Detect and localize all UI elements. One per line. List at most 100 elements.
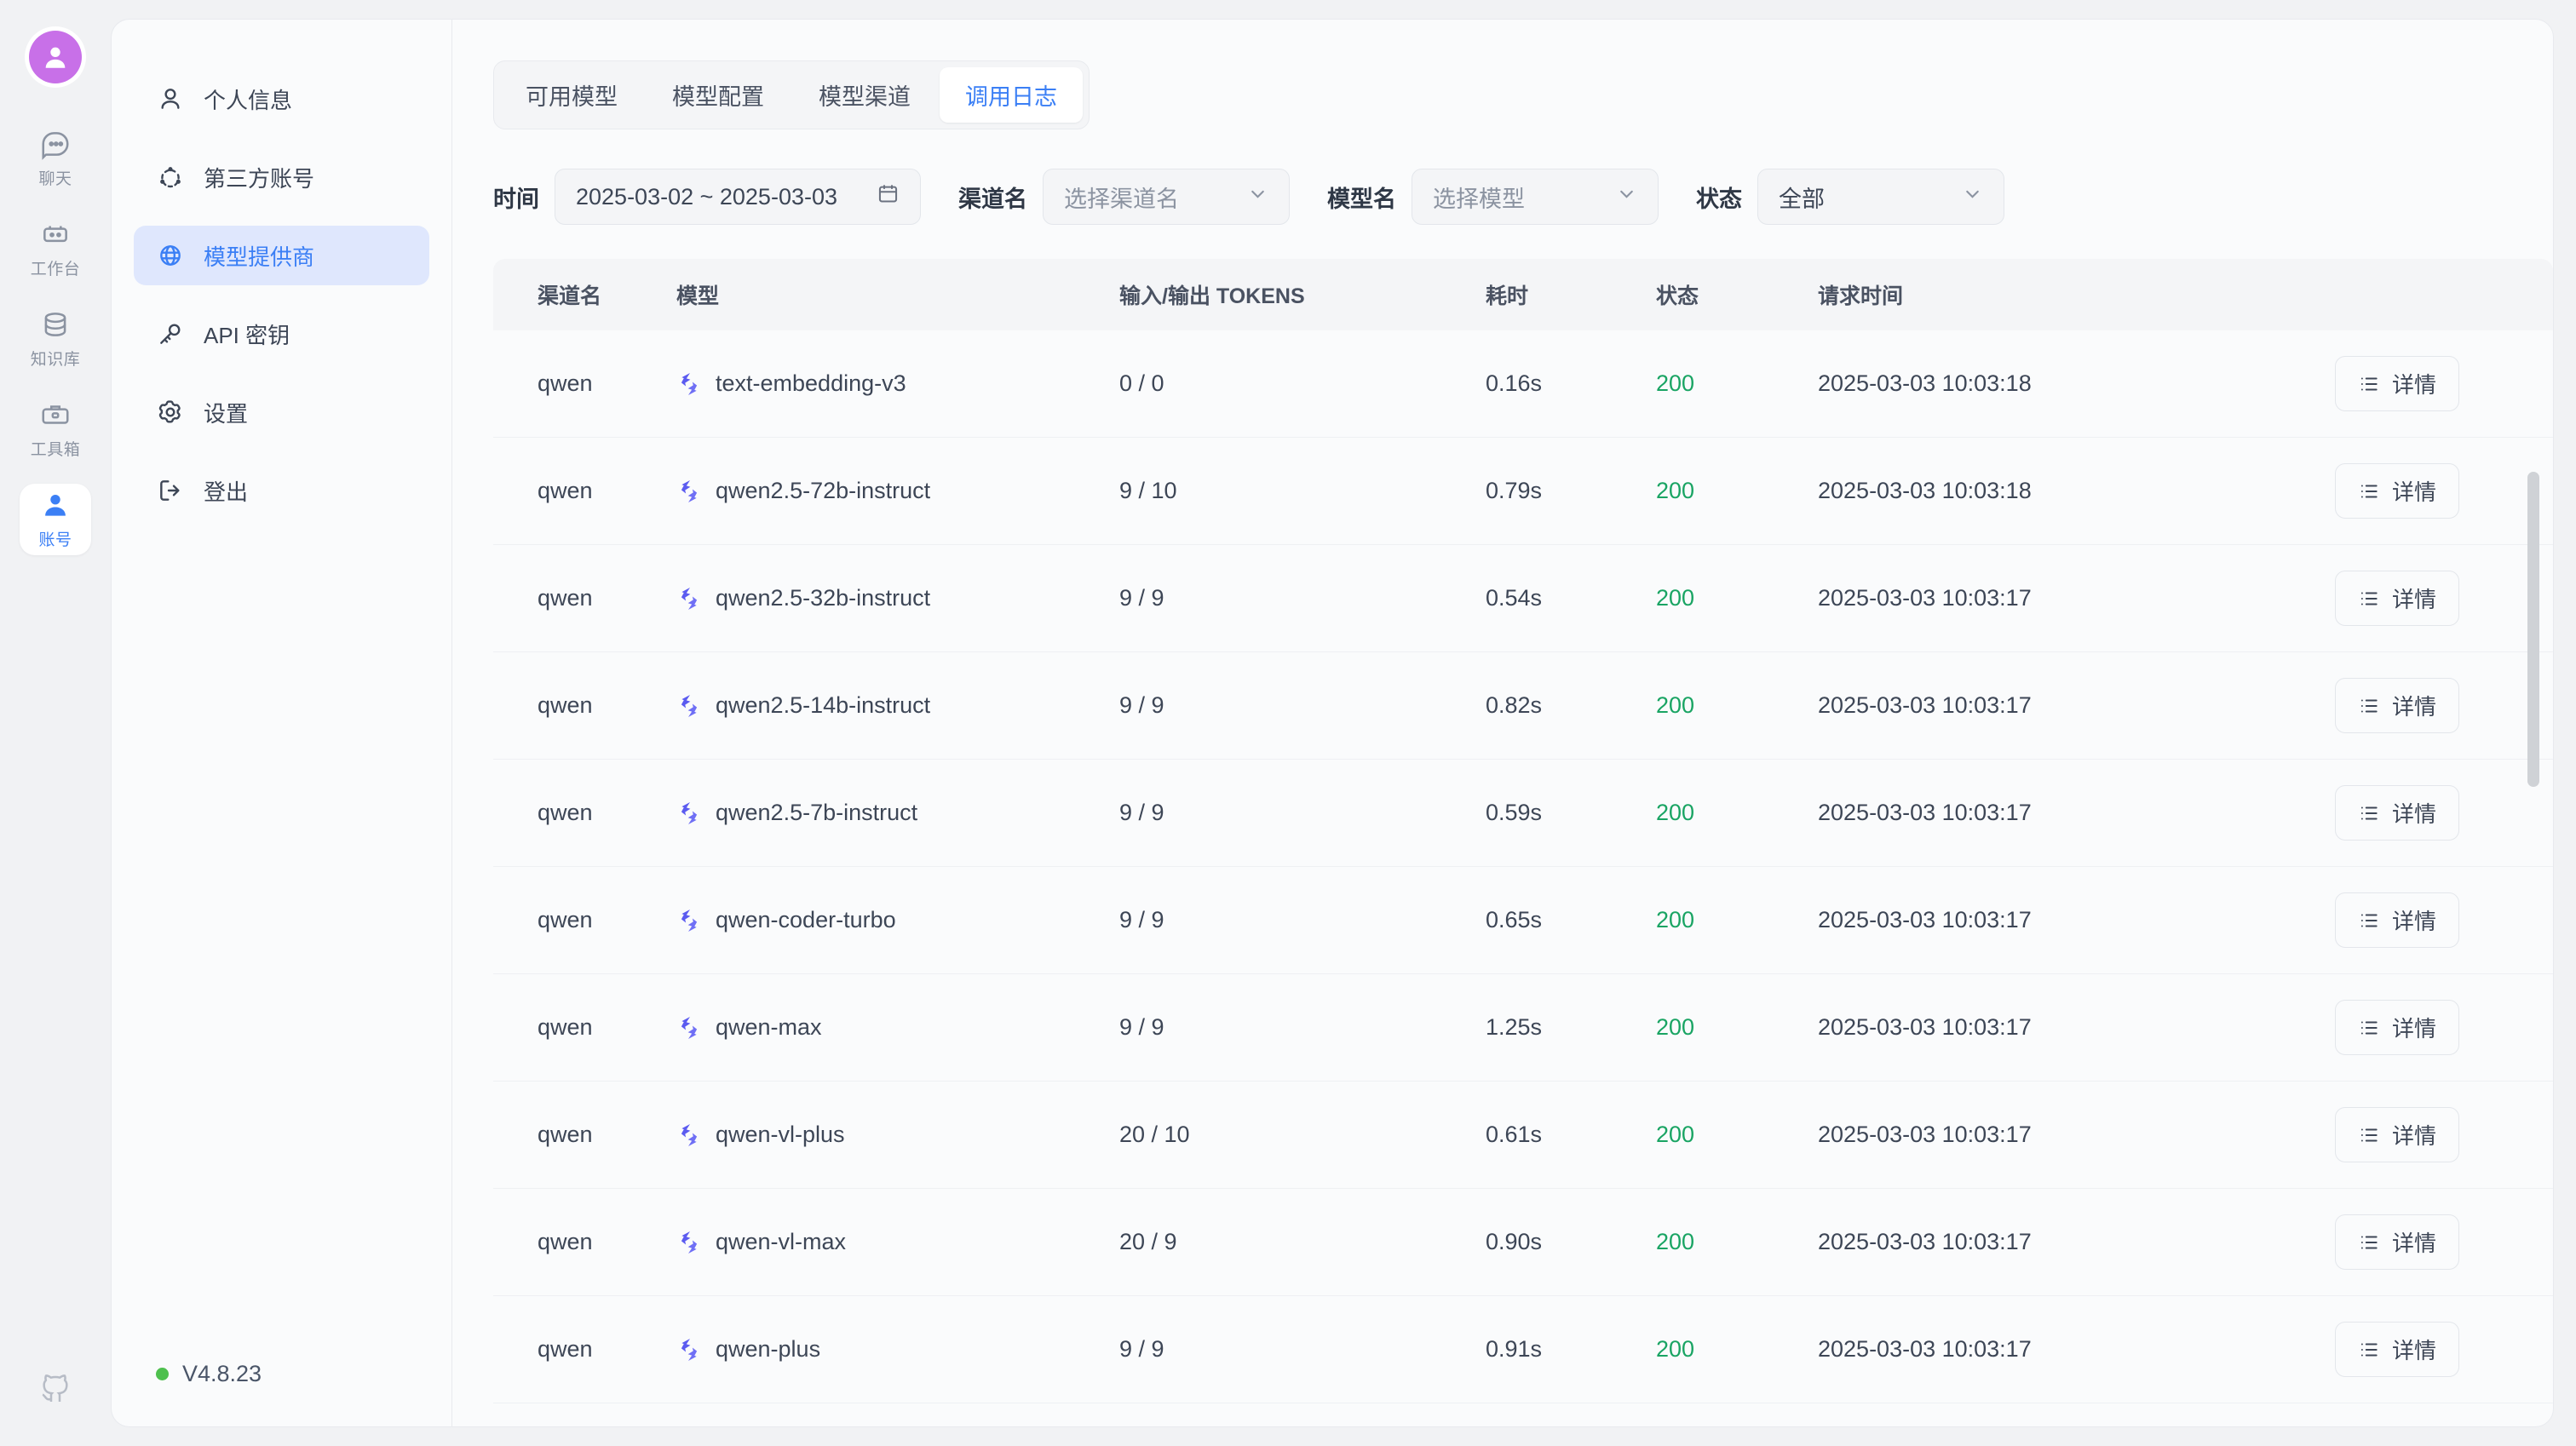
cell-channel: qwen	[538, 1336, 593, 1362]
detail-button[interactable]: 详情	[2334, 1107, 2459, 1162]
cell-actions: 详情	[2295, 571, 2553, 626]
detail-button[interactable]: 详情	[2334, 571, 2459, 626]
model-provider-icon	[156, 241, 185, 270]
date-range-input[interactable]: 2025-03-02 ~ 2025-03-03	[555, 169, 921, 225]
cell-model: qwen-max	[676, 1014, 1119, 1041]
detail-button[interactable]: 详情	[2334, 1214, 2459, 1270]
calendar-icon	[877, 182, 900, 211]
detail-button[interactable]: 详情	[2334, 785, 2459, 841]
qwen-model-icon	[681, 694, 698, 717]
cell-channel: qwen	[538, 800, 593, 825]
cell-tokens: 9 / 9	[1119, 1014, 1164, 1040]
sidebar-item-settings[interactable]: 设置	[134, 382, 429, 442]
cell-time: 2025-03-03 10:03:18	[1818, 370, 2032, 396]
qwen-model-icon	[681, 909, 698, 932]
share-nodes-icon	[156, 163, 185, 192]
cell-model-label: qwen-vl-max	[716, 1229, 847, 1254]
detail-button[interactable]: 详情	[2334, 892, 2459, 948]
sidebar-item-label: 登出	[204, 479, 249, 505]
rail-item-toolbox[interactable]: 工具箱	[20, 393, 91, 465]
rail-item-knowledge[interactable]: 知识库	[20, 303, 91, 375]
status-filter-label: 状态	[1696, 186, 1742, 212]
cell-tokens: 20 / 9	[1119, 1229, 1177, 1254]
detail-button-label: 详情	[2391, 801, 2436, 827]
list-icon	[2360, 1021, 2378, 1034]
detail-button[interactable]: 详情	[2334, 356, 2459, 411]
column-header-time: 请求时间	[1818, 284, 1904, 308]
cell-model-label: qwen2.5-7b-instruct	[716, 800, 918, 825]
cell-model: qwen2.5-7b-instruct	[676, 800, 1119, 826]
sidebar-item-label: 模型提供商	[204, 244, 315, 270]
cell-model-label: qwen-max	[716, 1014, 822, 1040]
status-select-value: 全部	[1779, 186, 1825, 212]
model-select[interactable]: 选择模型	[1412, 169, 1659, 225]
cell-time: 2025-03-03 10:03:17	[1818, 1122, 2032, 1147]
sidebar-item-profile[interactable]: 个人信息	[134, 69, 429, 129]
list-icon	[2360, 914, 2378, 927]
version-indicator: V4.8.23	[156, 1361, 451, 1387]
cell-actions: 详情	[2295, 356, 2553, 411]
cell-channel: qwen	[538, 370, 593, 396]
table-row[interactable]: qwen qwen-coder-turbo 9 / 9 0.65s 200 2025-03…	[493, 867, 2553, 974]
list-icon	[2360, 806, 2378, 819]
detail-button-label: 详情	[2391, 909, 2436, 934]
channel-select-value: 选择渠道名	[1064, 186, 1179, 212]
cell-status: 200	[1656, 478, 1695, 503]
cell-model-label: text-embedding-v3	[716, 370, 906, 396]
list-icon	[2360, 377, 2378, 390]
table-row[interactable]: qwen qwen-plus 9 / 9 0.91s 200 2025-03-03 10:…	[493, 1296, 2553, 1403]
cell-duration: 0.91s	[1486, 1336, 1543, 1362]
cell-channel: qwen	[538, 907, 593, 932]
cell-actions: 详情	[2295, 1322, 2553, 1377]
qwen-model-icon	[681, 1231, 698, 1254]
rail-item-label: 账号	[38, 531, 72, 549]
cell-channel: qwen	[538, 1122, 593, 1147]
cell-duration: 0.79s	[1486, 478, 1543, 503]
rail-item-chat[interactable]: 聊天	[20, 123, 91, 194]
avatar[interactable]	[29, 31, 82, 83]
cell-time: 2025-03-03 10:03:17	[1818, 692, 2032, 718]
table-row[interactable]: qwen qwen2.5-7b-instruct 9 / 9 0.59s 200 2025…	[493, 760, 2553, 867]
date-range-value: 2025-03-02 ~ 2025-03-03	[576, 183, 837, 209]
detail-button[interactable]: 详情	[2334, 463, 2459, 519]
cell-duration: 0.59s	[1486, 800, 1543, 825]
tab-available-models[interactable]: 可用模型	[526, 84, 618, 110]
detail-button[interactable]: 详情	[2334, 678, 2459, 733]
column-header-status: 状态	[1656, 284, 1699, 308]
cell-channel: qwen	[538, 692, 593, 718]
channel-select[interactable]: 选择渠道名	[1043, 169, 1290, 225]
table-row[interactable]: qwen qwen2.5-14b-instruct 9 / 9 0.82s 200 202…	[493, 652, 2553, 760]
table-row[interactable]: qwen qwen-vl-plus 20 / 10 0.61s 200 2025-03-0…	[493, 1082, 2553, 1189]
cell-status: 200	[1656, 907, 1695, 932]
rail-item-workbench[interactable]: 工作台	[20, 213, 91, 284]
cell-model-label: qwen-coder-turbo	[716, 907, 896, 932]
sidebar-item-api-key[interactable]: API 密钥	[134, 304, 429, 364]
table-row[interactable]: qwen qwen-max 9 / 9 1.25s 200 2025-03-03 10:0…	[493, 974, 2553, 1082]
table-scrollbar[interactable]	[2527, 472, 2539, 787]
cell-tokens: 9 / 9	[1119, 907, 1164, 932]
detail-button[interactable]: 详情	[2334, 1322, 2459, 1377]
sidebar-item-model-provider[interactable]: 模型提供商	[134, 226, 429, 285]
rail-item-label: 工具箱	[30, 441, 81, 459]
table-row[interactable]: qwen qwen2.5-32b-instruct 9 / 9 0.54s 200 202…	[493, 545, 2553, 652]
cell-model-label: qwen2.5-72b-instruct	[716, 478, 931, 503]
table-row[interactable]: qwen qwen-vl-max 20 / 9 0.90s 200 2025-03-03 …	[493, 1189, 2553, 1296]
cell-model-label: qwen-plus	[716, 1336, 821, 1362]
rail-item-account[interactable]: 账号	[20, 484, 91, 555]
sidebar-item-logout[interactable]: 登出	[134, 461, 429, 520]
status-select[interactable]: 全部	[1757, 169, 2004, 225]
list-icon	[2360, 1236, 2378, 1248]
tab-model-config[interactable]: 模型配置	[672, 84, 764, 110]
cell-time: 2025-03-03 10:03:18	[1818, 478, 2032, 503]
detail-button[interactable]: 详情	[2334, 1000, 2459, 1055]
tab-bar: 可用模型 模型配置 模型渠道 调用日志	[493, 60, 1090, 129]
cell-tokens: 9 / 9	[1119, 692, 1164, 718]
detail-button-label: 详情	[2391, 1231, 2436, 1256]
github-link[interactable]	[38, 1372, 72, 1410]
tab-model-channels[interactable]: 模型渠道	[819, 84, 911, 110]
table-row[interactable]: qwen qwen2.5-72b-instruct 9 / 10 0.79s 200 20…	[493, 438, 2553, 545]
table-row[interactable]: qwen text-embedding-v3 0 / 0 0.16s 200 2025-0…	[493, 330, 2553, 438]
sidebar-item-thirdparty[interactable]: 第三方账号	[134, 147, 429, 207]
tab-call-logs[interactable]: 调用日志	[940, 67, 1083, 123]
cell-duration: 1.25s	[1486, 1014, 1543, 1040]
